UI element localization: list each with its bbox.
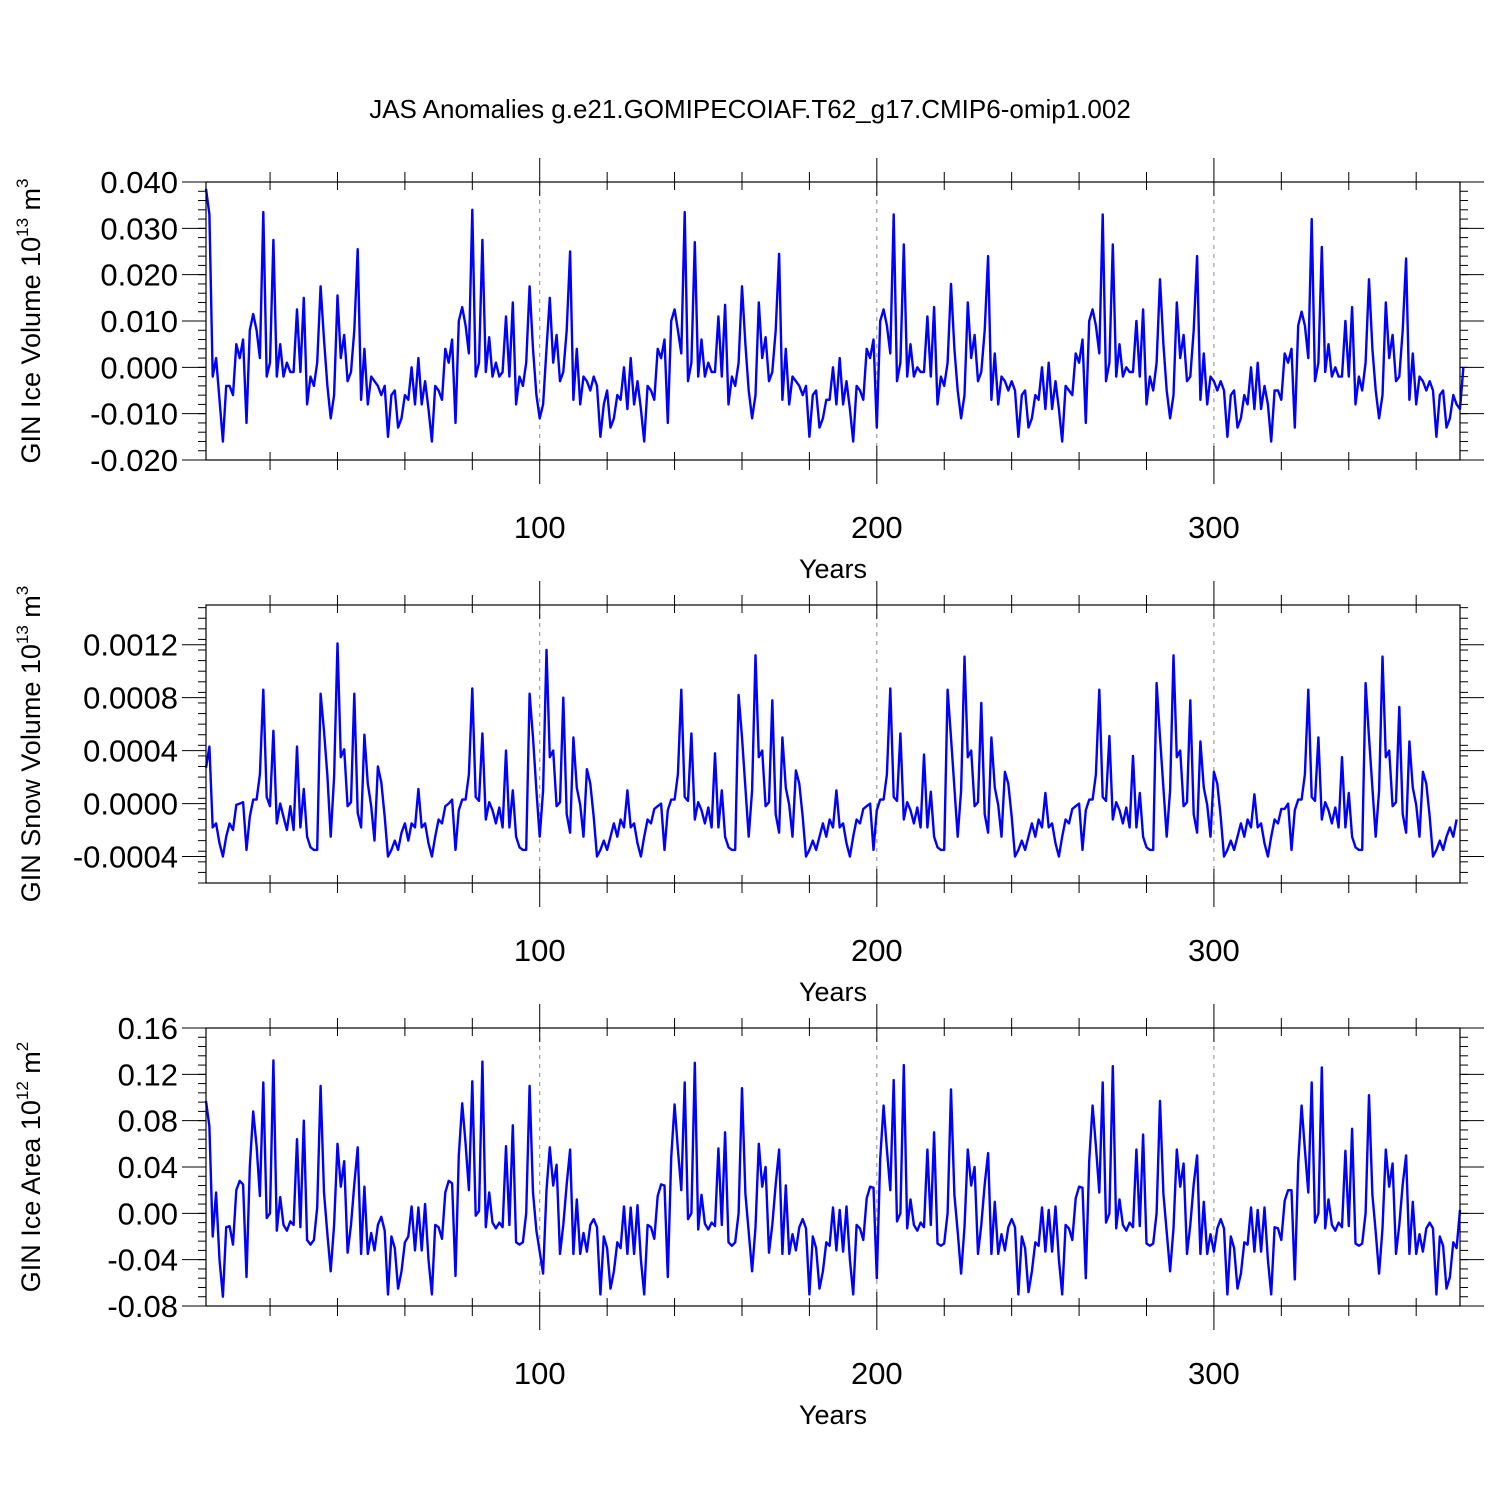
y-tick-label: 0.0000 xyxy=(83,787,178,822)
y-tick-label: 0.0012 xyxy=(83,628,178,663)
y-tick-label: 0.08 xyxy=(118,1104,178,1139)
series-line-snow-volume xyxy=(204,642,1458,858)
y-axis-label-part: m xyxy=(16,188,46,218)
y-axis-label: GIN Ice Area 1012 m2 xyxy=(13,1042,46,1293)
panel-snow-volume: -0.0004 0.0000 0.0004 0.0008 0.0012 100 200 300… xyxy=(13,581,1484,1007)
y-tick-label: -0.0004 xyxy=(73,840,178,875)
y-tick-label: 0.04 xyxy=(118,1150,178,1185)
panel-ice-area: -0.08 -0.04 0.00 0.04 0.08 0.12 0.16 100 200 300 Y… xyxy=(13,1004,1484,1430)
x-tick-label: 200 xyxy=(851,1356,903,1391)
series-line-ice-volume xyxy=(204,188,1465,443)
y-axis-label-part: GIN Snow Volume 10 xyxy=(16,644,46,902)
plot-frame xyxy=(205,181,1461,461)
x-axis-label: Years xyxy=(799,554,867,584)
y-axis-label-part: 12 xyxy=(13,1081,32,1100)
y-axis-label-part: GIN Ice Area 10 xyxy=(16,1100,46,1292)
x-tick-label: 200 xyxy=(851,933,903,968)
y-axis-label-part: 13 xyxy=(13,625,32,644)
y-tick-label: 0.0008 xyxy=(83,681,178,716)
panels: -0.020 -0.010 0.000 0.010 0.020 0.030 0.040 100… xyxy=(13,158,1484,1430)
series-line-ice-area xyxy=(204,1059,1462,1298)
chart-title: JAS Anomalies g.e21.GOMIPECOIAF.T62_g17.… xyxy=(369,94,1131,124)
y-tick-label: 0.12 xyxy=(118,1057,178,1092)
x-axis-label: Years xyxy=(799,977,867,1007)
y-tick-label: -0.08 xyxy=(107,1289,178,1324)
y-tick-label: -0.010 xyxy=(90,397,178,432)
x-axis-label: Years xyxy=(799,1400,867,1430)
y-axis-label: GIN Ice Volume 1013 m3 xyxy=(13,178,46,463)
y-tick-label: 0.040 xyxy=(100,165,178,200)
x-tick-label: 100 xyxy=(514,510,566,545)
panel-ice-volume: -0.020 -0.010 0.000 0.010 0.020 0.030 0.040 100… xyxy=(13,158,1484,584)
y-tick-label: -0.04 xyxy=(107,1243,178,1278)
y-axis-label-part: m xyxy=(16,1051,46,1081)
y-tick-label: 0.0004 xyxy=(83,734,178,769)
y-axis-label-part: m xyxy=(16,595,46,625)
y-axis-label-part: 3 xyxy=(13,178,32,187)
y-axis-label-part: 13 xyxy=(13,218,32,237)
x-tick-label: 100 xyxy=(514,1356,566,1391)
y-tick-label: -0.020 xyxy=(90,443,178,478)
y-tick-label: 0.16 xyxy=(118,1011,178,1046)
y-axis-label-part: 3 xyxy=(13,586,32,595)
x-tick-label: 200 xyxy=(851,510,903,545)
y-tick-label: 0.000 xyxy=(100,350,178,385)
y-tick-label: 0.010 xyxy=(100,304,178,339)
y-tick-label: 0.030 xyxy=(100,211,178,246)
y-tick-label: 0.00 xyxy=(118,1196,178,1231)
y-tick-label: 0.020 xyxy=(100,258,178,293)
y-axis-label-part: GIN Ice Volume 10 xyxy=(16,237,46,464)
plot-frame xyxy=(205,604,1461,884)
x-tick-label: 300 xyxy=(1188,510,1240,545)
y-axis-label: GIN Snow Volume 1013 m3 xyxy=(13,586,46,903)
x-tick-label: 300 xyxy=(1188,933,1240,968)
plot-frame xyxy=(205,1027,1461,1307)
x-tick-label: 300 xyxy=(1188,1356,1240,1391)
y-axis-label-part: 2 xyxy=(13,1042,32,1051)
x-tick-label: 100 xyxy=(514,933,566,968)
